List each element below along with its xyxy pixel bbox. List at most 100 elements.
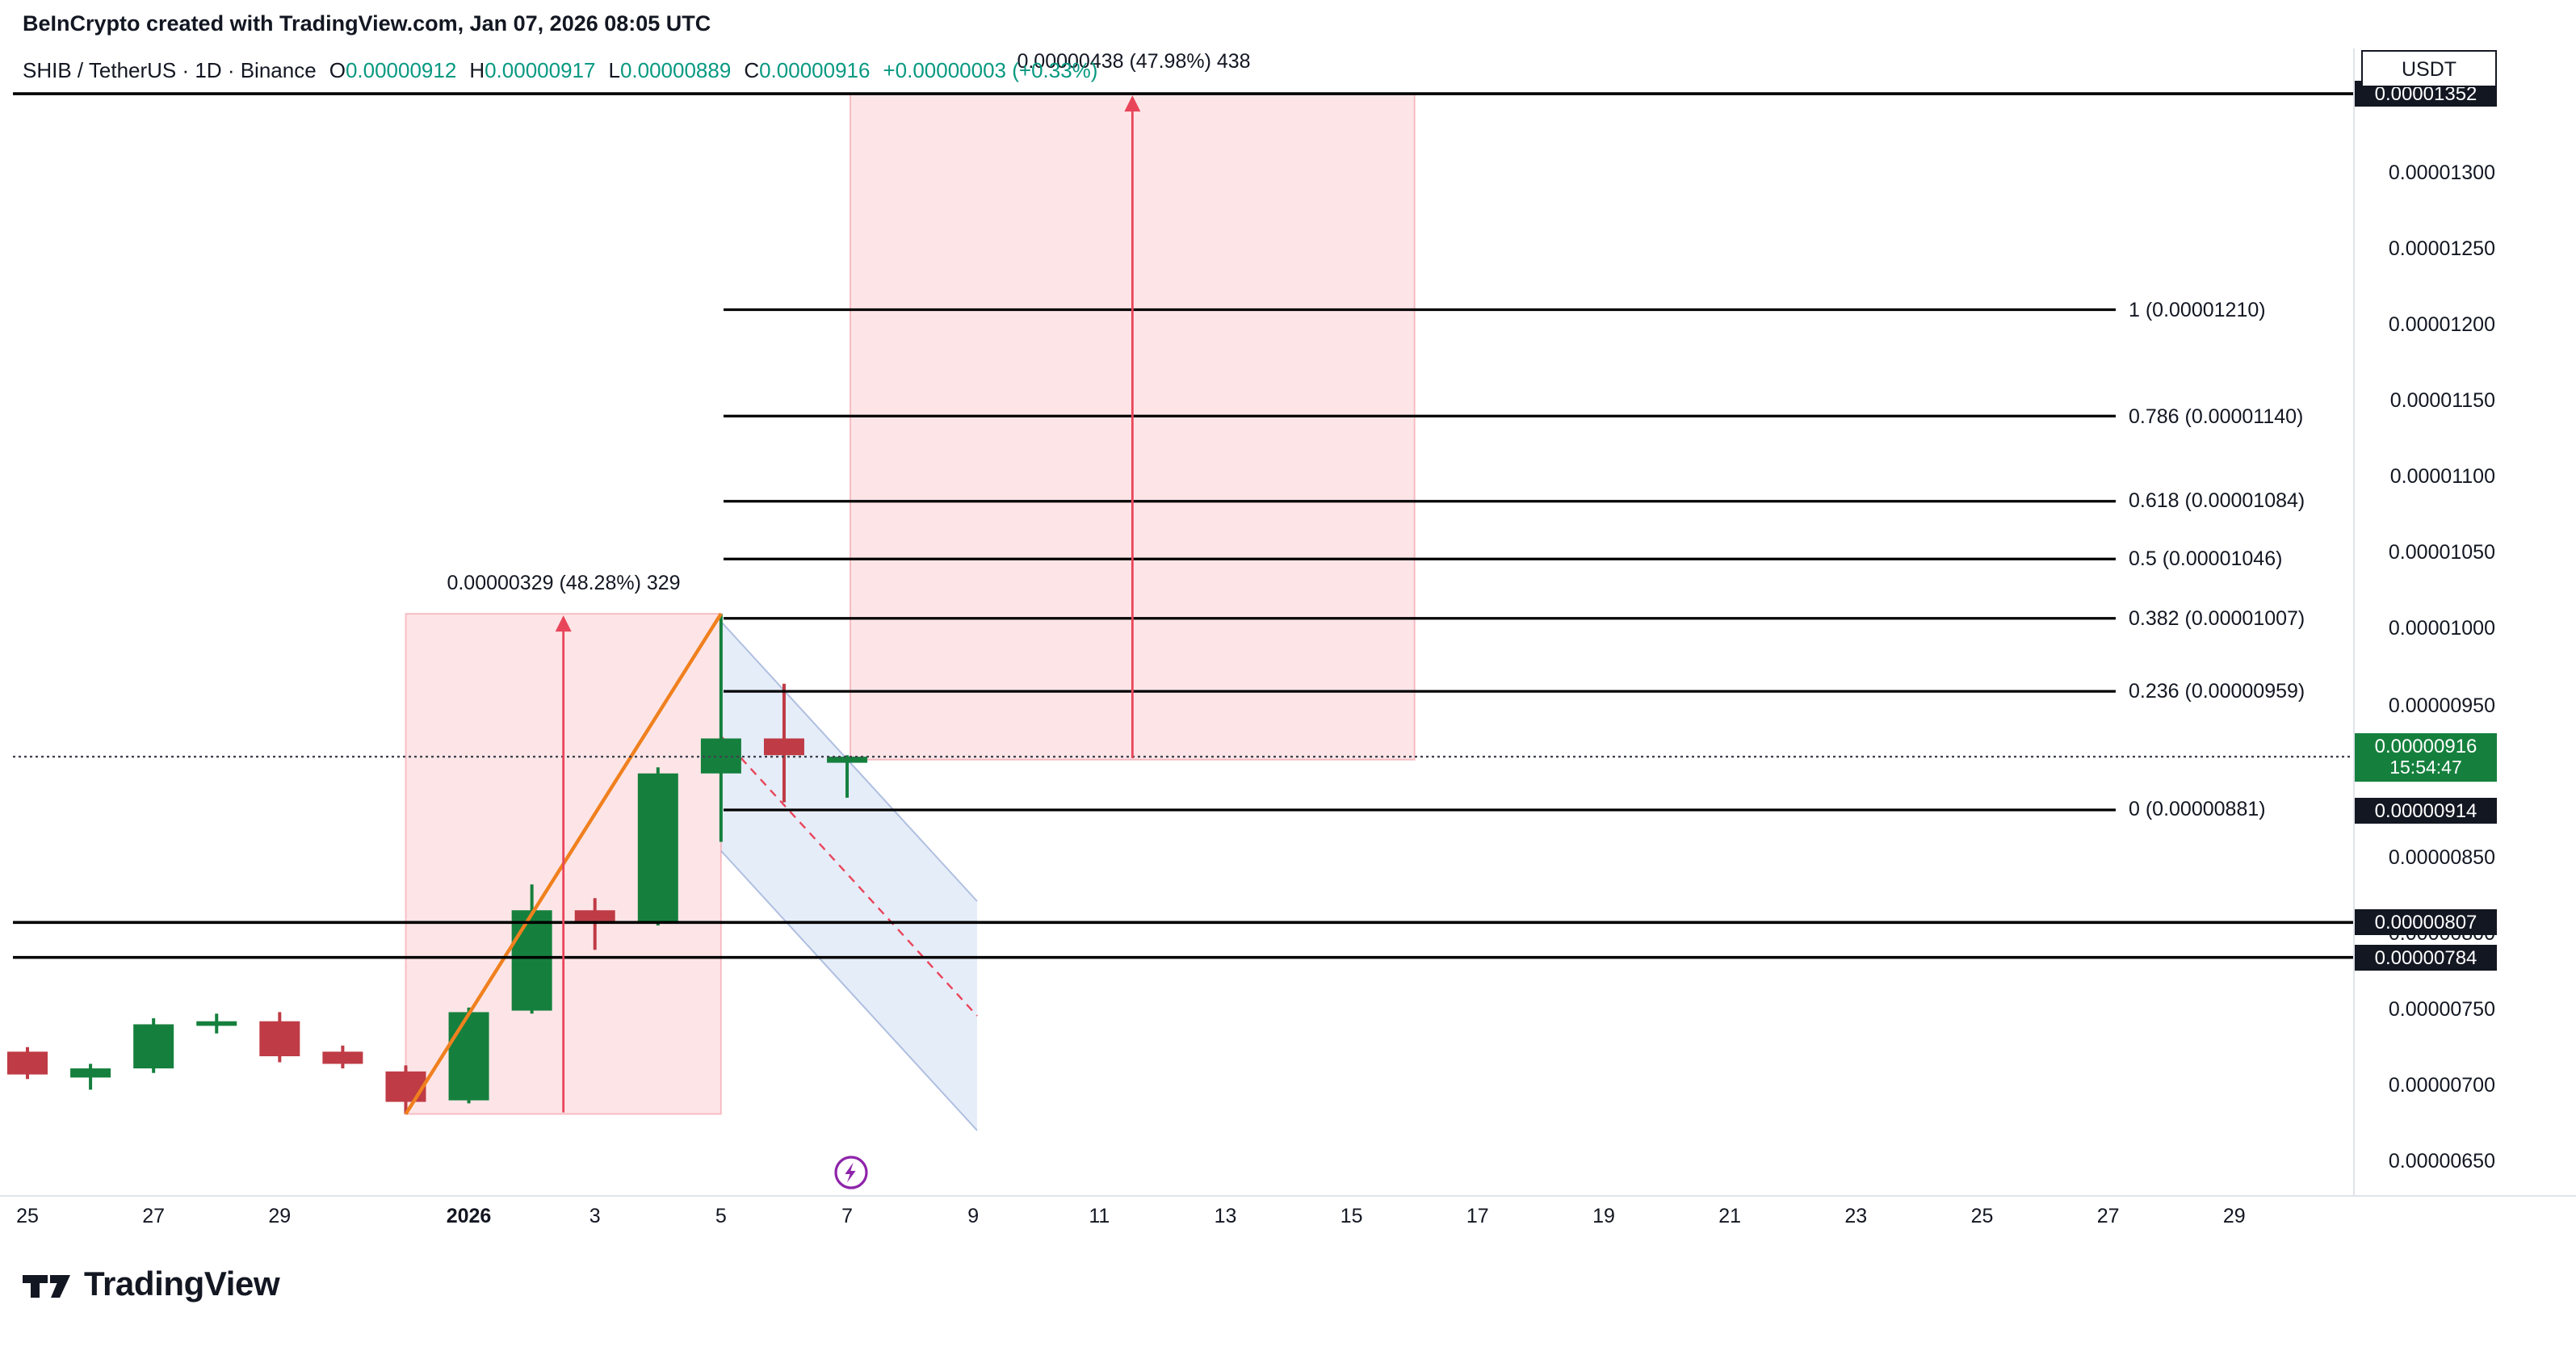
high-value: 0.00000917	[485, 58, 596, 82]
fib-level-label: 0.382 (0.00001007)	[2129, 606, 2305, 630]
price-axis-label: 0.00001050	[2388, 541, 2495, 564]
candle	[574, 898, 615, 950]
time-axis-label: 13	[1214, 1205, 1237, 1227]
time-axis-label: 25	[1970, 1205, 1994, 1227]
time-axis-label: 25	[16, 1205, 39, 1227]
fib-level-label: 0.786 (0.00001140)	[2129, 405, 2304, 428]
price-axis-label: 0.00000750	[2388, 997, 2495, 1021]
time-axis-label: 9	[967, 1205, 980, 1227]
candle-body	[322, 1051, 363, 1064]
price-axis-label: 0.00001300	[2388, 162, 2495, 184]
watermark-header: BeInCrypto created with TradingView.com,…	[23, 11, 711, 36]
candle	[511, 884, 552, 1014]
time-axis-label: 5	[715, 1205, 727, 1227]
price-level-badge: 0.00000914	[2355, 798, 2497, 824]
candle-body	[70, 1068, 111, 1078]
tradingview-logo-text: TradingView	[84, 1266, 280, 1303]
candle	[448, 1007, 489, 1104]
candle	[7, 1047, 48, 1080]
candle-body	[574, 910, 615, 921]
current-price-badge: 0.00000916 15:54:47	[2355, 732, 2497, 782]
candle	[385, 1065, 426, 1114]
candle	[70, 1063, 111, 1090]
open-value: 0.00000912	[345, 58, 457, 82]
candle-body	[637, 773, 678, 923]
fib-level-label: 0.236 (0.00000959)	[2129, 680, 2305, 703]
time-axis-label: 15	[1340, 1205, 1363, 1227]
time-axis[interactable]: 25 27 29 2026 3 5 7 9 11 13 15 17 19 21 23 25 27 29	[0, 1195, 2353, 1240]
currency-selector[interactable]: USDT	[2361, 50, 2497, 87]
chart-legend: SHIB / TetherUS · 1D · Binance O0.0000091…	[23, 58, 1097, 82]
low-value: 0.00000889	[619, 58, 732, 82]
time-axis-label: 7	[841, 1205, 853, 1227]
time-axis-label: 23	[1844, 1205, 1868, 1227]
channel-lower-edge	[720, 850, 978, 1131]
close-value: 0.00000916	[759, 58, 871, 82]
price-axis-label: 0.00001150	[2389, 389, 2495, 413]
time-axis-label: 29	[2222, 1205, 2246, 1227]
time-axis-label: 27	[2096, 1205, 2120, 1227]
badge-price: 0.00000807	[2374, 911, 2477, 934]
fib-level-label: 1 (0.00001210)	[2129, 298, 2266, 321]
channel-midline-dashed	[720, 736, 978, 1017]
candle-body	[259, 1021, 300, 1057]
candle	[196, 1013, 237, 1034]
candle	[763, 683, 804, 803]
measurement-arrowhead-1	[555, 615, 572, 632]
price-axis-label: 0.00000650	[2388, 1149, 2495, 1173]
candle-body	[511, 910, 552, 1011]
candle-body	[448, 1012, 489, 1101]
candle-body	[763, 738, 804, 756]
price-axis-label: 0.00001200	[2388, 313, 2495, 337]
candle	[133, 1017, 174, 1073]
symbol-title: SHIB / TetherUS · 1D · Binance	[23, 58, 317, 82]
measurement-label-1: 0.00000329 (48.28%) 329	[447, 572, 681, 594]
candle	[827, 755, 868, 798]
price-axis-label: 0.00001000	[2388, 617, 2495, 640]
lightning-bolt	[845, 1162, 856, 1183]
measurement-label-2: 0.00000438 (47.98%) 438	[1017, 50, 1251, 73]
time-axis-label: 21	[1718, 1205, 1742, 1227]
candle-body	[827, 757, 868, 763]
badge-price: 0.00000916	[2374, 734, 2477, 757]
change-value: +0.00000003 (+0.33%)	[883, 58, 1098, 82]
time-axis-label: 27	[142, 1205, 166, 1227]
price-axis-label: 0.00000950	[2388, 694, 2495, 717]
low-label: L	[608, 58, 620, 82]
candle-body	[196, 1021, 237, 1026]
time-axis-label: 17	[1466, 1205, 1489, 1227]
time-axis-label: 29	[268, 1205, 292, 1227]
time-axis-label: 19	[1592, 1205, 1615, 1227]
open-label: O	[329, 58, 346, 82]
candle	[259, 1012, 300, 1063]
fib-level-label: 0 (0.00000881)	[2129, 798, 2266, 821]
high-label: H	[469, 58, 485, 82]
candle-body	[7, 1051, 48, 1075]
tradingview-logo-icon	[23, 1274, 70, 1297]
price-axis-label: 0.00001250	[2388, 237, 2495, 261]
price-axis-label: 0.00000850	[2388, 845, 2495, 869]
fib-level-label: 0.618 (0.00001084)	[2129, 489, 2305, 513]
time-axis-label: 3	[589, 1205, 601, 1227]
candle	[322, 1045, 363, 1069]
candle-body	[133, 1024, 174, 1069]
badge-countdown: 15:54:47	[2389, 758, 2462, 778]
fib-level-label: 0.5 (0.00001046)	[2129, 547, 2283, 571]
price-level-badge: 0.00000807	[2355, 909, 2497, 936]
candle	[637, 767, 678, 926]
time-axis-label: 11	[1089, 1205, 1110, 1227]
measurement-arrowhead-2	[1124, 95, 1141, 112]
close-label: C	[744, 58, 760, 82]
price-axis-label: 0.00001100	[2389, 465, 2495, 489]
lightning-event-icon[interactable]	[833, 1155, 869, 1190]
badge-price: 0.00000784	[2374, 946, 2477, 969]
price-level-badge: 0.00000784	[2355, 944, 2497, 971]
candle-body	[385, 1071, 426, 1102]
tradingview-logo: TradingView	[23, 1266, 280, 1305]
badge-price: 0.00000914	[2374, 799, 2477, 823]
price-axis[interactable]: 0.00001300 0.00001250 0.00001200 0.00001150…	[2353, 48, 2576, 1195]
price-axis-label: 0.00000700	[2388, 1073, 2495, 1097]
time-axis-label: 2026	[446, 1205, 492, 1227]
